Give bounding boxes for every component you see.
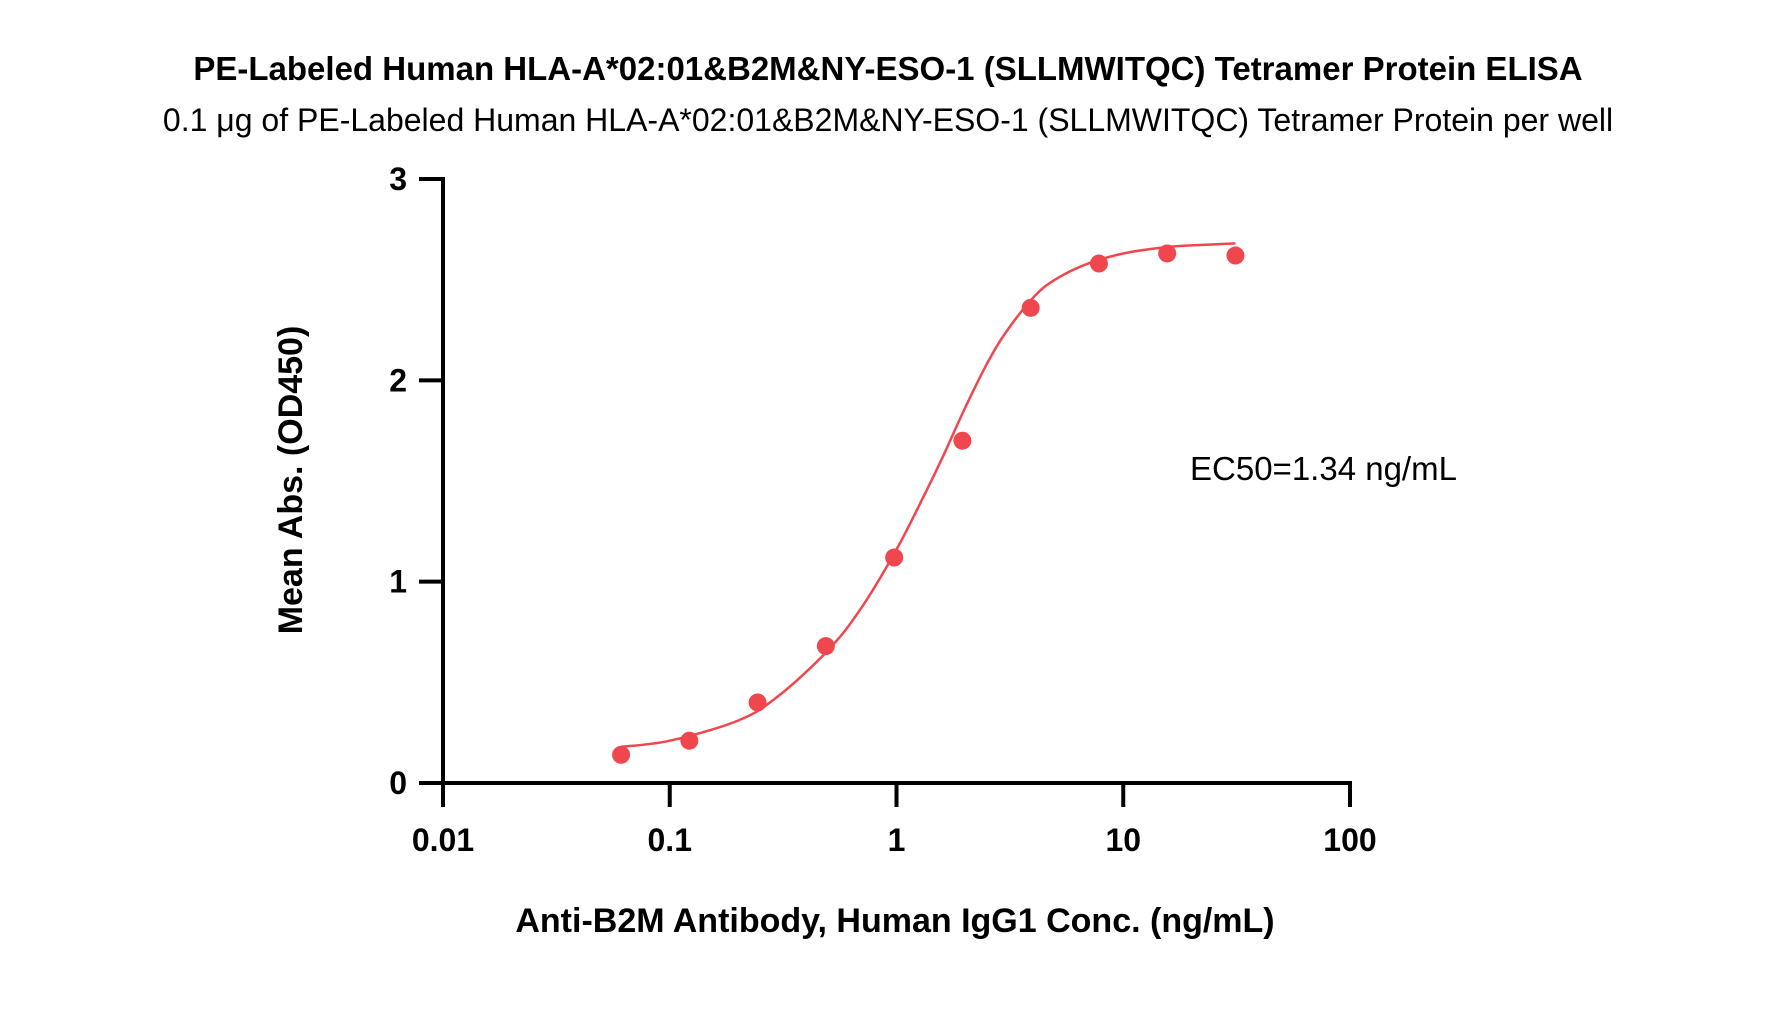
data-point	[680, 731, 699, 750]
data-point	[1158, 244, 1177, 263]
chart-subtitle: 0.1 μg of PE-Labeled Human HLA-A*02:01&B…	[163, 102, 1613, 138]
x-tick-label: 10	[1105, 822, 1141, 858]
y-tick-label: 0	[389, 765, 407, 801]
data-point	[612, 745, 631, 764]
data-point	[1021, 298, 1040, 317]
y-axis-label: Mean Abs. (OD450)	[272, 326, 310, 635]
ec50-annotation: EC50=1.34 ng/mL	[1190, 450, 1457, 487]
x-tick-label: 0.01	[412, 822, 474, 858]
chart-title: PE-Labeled Human HLA-A*02:01&B2M&NY-ESO-…	[193, 50, 1582, 87]
y-tick-label: 3	[389, 161, 407, 197]
data-point	[953, 431, 972, 450]
x-tick-label: 1	[888, 822, 906, 858]
data-point	[1226, 246, 1245, 265]
x-axis-label: Anti-B2M Antibody, Human IgG1 Conc. (ng/…	[515, 902, 1274, 940]
data-point	[748, 693, 767, 712]
y-tick-label: 1	[389, 564, 407, 600]
data-point	[1089, 254, 1108, 273]
x-tick-label: 100	[1323, 822, 1376, 858]
data-point	[816, 637, 835, 656]
plot-area: 0 1 2 3 0.01 0.1 1 10 100	[389, 161, 1376, 858]
x-tick-label: 0.1	[648, 822, 692, 858]
y-tick-label: 2	[389, 362, 407, 398]
fit-curve	[620, 242, 1236, 749]
data-point	[885, 548, 904, 567]
